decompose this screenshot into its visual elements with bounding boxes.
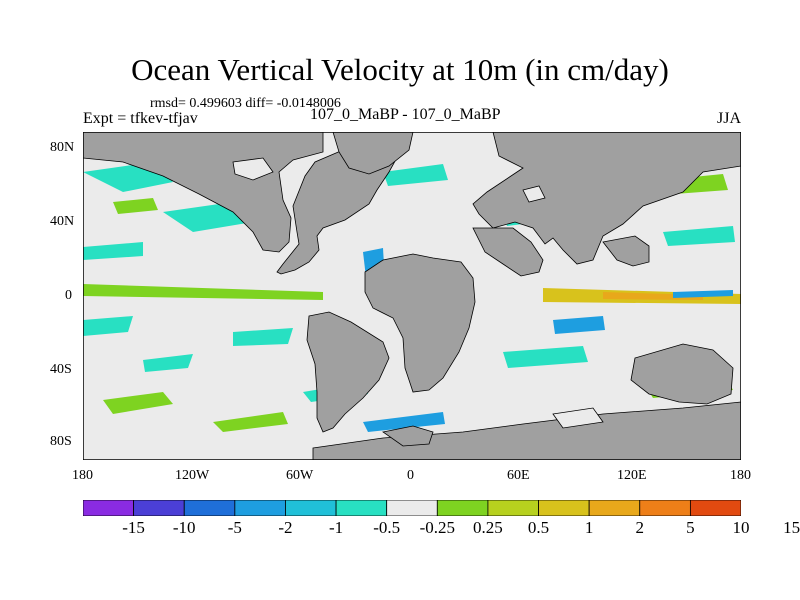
interior-water [232, 157, 604, 429]
x-tick-label: 60W [286, 468, 314, 483]
x-tick-label: 180 [72, 468, 93, 483]
south-america [306, 311, 390, 433]
x-tick-label: 0 [407, 468, 414, 483]
x-tick-label: 120E [617, 468, 647, 483]
southern-indian-cyan [503, 346, 588, 368]
greenland [332, 132, 414, 175]
x-tick-label: 120W [175, 468, 210, 483]
ocean-velocity-map [83, 132, 741, 460]
colorbar-tick-label: -5 [227, 518, 242, 537]
colorbar-swatch [639, 500, 691, 516]
colorbar-swatch [538, 500, 590, 516]
x-tick-label: 60E [507, 468, 530, 483]
colorbar-tick-label: -15 [122, 518, 145, 537]
north-atlantic-cyan [383, 164, 448, 186]
colorbar-swatch [285, 500, 337, 516]
colorbar-swatch [487, 500, 539, 516]
australia [630, 343, 734, 405]
equatorial-band-pacific [83, 284, 323, 300]
north-pacific-green [113, 198, 158, 214]
caspian-region [522, 185, 546, 203]
colorbar-tick-label: 10 [732, 518, 750, 537]
colorbar [83, 500, 741, 516]
colorbar-swatch [183, 500, 236, 516]
colorbar-tick-label: 1 [584, 518, 594, 537]
colorbar-tick-label: -10 [172, 518, 196, 537]
colorbar-tick-label: 0.25 [473, 518, 503, 537]
equatorial-band-indian-core [603, 292, 703, 300]
colorbar-tick-label: -2 [278, 518, 293, 537]
antarctic-ice-shelf-gap [552, 407, 604, 429]
africa [364, 253, 476, 393]
colorbar-swatch [133, 500, 185, 516]
colorbar-swatch [436, 500, 489, 516]
colorbar-swatch [234, 500, 286, 516]
y-tick-label: 40N [50, 214, 75, 229]
southern-ocean-blue [363, 412, 445, 432]
southeast-asia [602, 235, 650, 267]
plot-title: Ocean Vertical Velocity at 10m (in cm/da… [131, 52, 669, 87]
colorbar-tick-label: -0.5 [373, 518, 401, 537]
southern-ocean-green-2 [213, 412, 288, 432]
southern-ocean-green-1 [103, 392, 173, 414]
southern-indian-blue [553, 316, 605, 334]
hudson-bay [232, 157, 274, 181]
y-tick-label: 0 [65, 288, 72, 303]
north-america [83, 132, 412, 275]
north-pacific-patch-3 [83, 242, 143, 260]
colorbar-tick-label: 5 [686, 518, 695, 537]
velocity-patches [83, 150, 741, 432]
colorbar-tick-label: 0.5 [527, 518, 550, 537]
eastern-pacific-blue [673, 290, 733, 298]
south-pacific-patch-2 [143, 354, 193, 372]
y-tick-label: 80N [50, 140, 75, 155]
y-tick-label: 80S [50, 434, 72, 449]
colorbar-swatch [386, 500, 438, 516]
colorbar-swatch [588, 500, 641, 516]
colorbar-swatch [335, 500, 388, 516]
x-tick-label: 180 [730, 468, 751, 483]
y-tick-label: 40S [50, 362, 72, 377]
north-pacific-west-cyan [663, 226, 735, 246]
colorbar-swatch [83, 500, 135, 516]
season-label: JJA [716, 110, 741, 127]
eurasia [472, 132, 741, 265]
colorbar-tick-label: -1 [328, 518, 344, 537]
rmsd-diff-stats: rmsd= 0.499603 diff= -0.0148006 [150, 96, 341, 111]
colorbar-swatch [689, 500, 741, 516]
experiment-label: Expt = tfkev-tfjav [83, 110, 198, 127]
arabia-india [472, 227, 544, 277]
antarctic-peninsula [382, 425, 434, 447]
colorbar-tick-label: -0.25 [419, 518, 455, 537]
south-pacific-patch-1 [83, 316, 133, 336]
colorbar-tick-label: 2 [635, 518, 645, 537]
south-pacific-patch-3 [233, 328, 293, 346]
colorbar-tick-label: 15 [783, 518, 800, 537]
case-label: 107_0_MaBP - 107_0_MaBP [310, 106, 501, 123]
